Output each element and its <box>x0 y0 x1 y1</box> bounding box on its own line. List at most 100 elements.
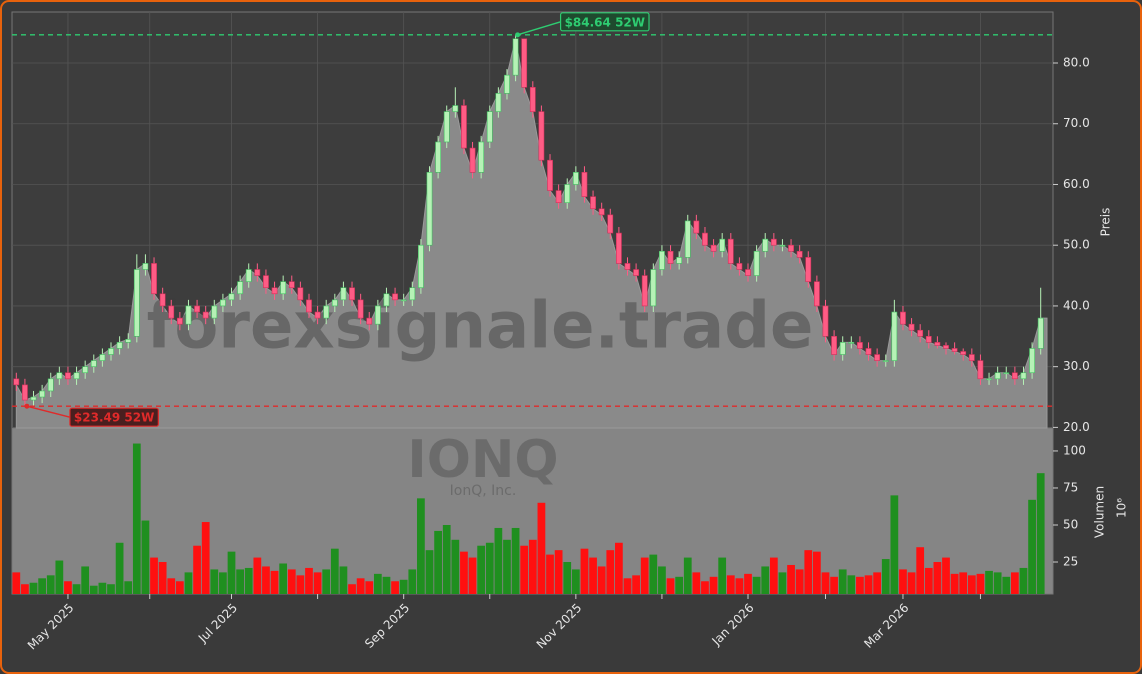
candle-body <box>676 257 683 264</box>
volume-bar <box>778 572 787 594</box>
candle-body <box>159 293 166 307</box>
candle-body <box>943 345 949 349</box>
candle-body <box>443 111 450 143</box>
candle-body <box>650 269 657 307</box>
volume-bar <box>98 582 107 594</box>
candle-body <box>1011 372 1018 380</box>
candle-body <box>469 147 476 173</box>
volume-bar <box>623 578 632 594</box>
volume-bar <box>838 569 847 594</box>
volume-bar <box>537 502 546 594</box>
volume-bar <box>658 566 666 594</box>
candle-body <box>839 342 846 355</box>
volume-bar <box>847 575 856 594</box>
candle-body <box>659 250 665 270</box>
candle-body <box>796 250 803 258</box>
y-tick-label: 20.0 <box>1063 420 1090 434</box>
volume-bar <box>244 567 253 594</box>
volume-bar <box>701 581 709 594</box>
volume-bar <box>899 569 907 594</box>
volume-bar <box>89 585 98 594</box>
volume-bar <box>12 572 21 594</box>
candle-body <box>504 74 510 94</box>
volume-bar <box>391 581 399 594</box>
candle-body <box>125 339 132 343</box>
volume-bar <box>270 570 279 594</box>
candle-body <box>435 141 441 173</box>
candle-body <box>986 378 992 381</box>
volume-bar <box>856 576 864 594</box>
candle-body <box>142 263 149 270</box>
volume-bar <box>589 557 597 594</box>
volume-tick-label: 75 <box>1063 480 1078 494</box>
volume-bar <box>408 569 417 594</box>
volume-bar <box>425 550 434 594</box>
candle-body <box>788 244 794 252</box>
candle-body <box>805 257 812 282</box>
volume-bar <box>175 581 184 594</box>
candle-body <box>340 287 347 301</box>
volume-bar <box>1019 567 1028 594</box>
candle-body <box>727 238 734 264</box>
volume-bar <box>184 572 193 594</box>
volume-bar <box>1010 572 1019 594</box>
volume-bar <box>485 542 494 594</box>
y-tick-label: 40.0 <box>1063 298 1090 312</box>
volume-bar <box>1028 499 1036 594</box>
volume-bar <box>115 542 124 594</box>
candle-body <box>82 366 89 374</box>
candle-body <box>349 287 355 301</box>
volume-bar <box>580 548 589 594</box>
volume-bar <box>959 572 968 594</box>
candle-body <box>366 317 373 325</box>
volume-bar <box>640 557 649 594</box>
candle-body <box>813 281 820 307</box>
volume-bar <box>339 566 348 594</box>
y-tick-label: 50.0 <box>1063 238 1090 252</box>
volume-bar <box>709 576 718 594</box>
candle-body <box>607 214 614 234</box>
volume-bar <box>675 576 684 594</box>
volume-bar <box>967 575 976 594</box>
volume-bar <box>29 582 38 594</box>
volume-bar <box>64 581 72 594</box>
candle-body <box>977 360 984 380</box>
candle-body <box>426 172 433 246</box>
volume-bar <box>38 578 47 594</box>
candle-body <box>917 329 924 337</box>
volume-bar <box>193 545 201 594</box>
watermark: forexsignale.trade <box>147 290 814 364</box>
candle-body <box>108 348 114 355</box>
candle-body <box>572 172 579 185</box>
volume-bar <box>804 550 813 594</box>
candle-body <box>736 263 743 270</box>
volume-bar <box>761 566 770 594</box>
volume-bar <box>373 573 382 594</box>
candle-body <box>151 263 157 295</box>
volume-bar <box>873 572 882 594</box>
volume-bar <box>554 550 563 594</box>
volume-bar <box>1002 576 1011 594</box>
volume-bar <box>442 524 451 594</box>
volume-bar <box>683 557 692 594</box>
candle-body <box>22 384 28 401</box>
volume-bar <box>167 578 176 594</box>
candle-body <box>934 342 941 346</box>
volume-bar <box>718 557 727 594</box>
volume-bar <box>520 545 529 594</box>
candle-body <box>99 354 106 361</box>
candle-body <box>478 141 485 173</box>
volume-bar <box>649 554 658 594</box>
candle-body <box>822 305 829 337</box>
volume-bar <box>494 527 503 594</box>
annotation: $84.64 52W <box>559 12 650 32</box>
volume-bar <box>451 539 460 594</box>
candle-body <box>529 87 536 112</box>
candle-body <box>418 244 424 289</box>
y-tick-label: 70.0 <box>1063 116 1090 130</box>
candle-body <box>762 238 769 252</box>
candle-body <box>745 269 751 276</box>
volume-bar <box>864 575 873 594</box>
volume-bar <box>460 551 468 594</box>
